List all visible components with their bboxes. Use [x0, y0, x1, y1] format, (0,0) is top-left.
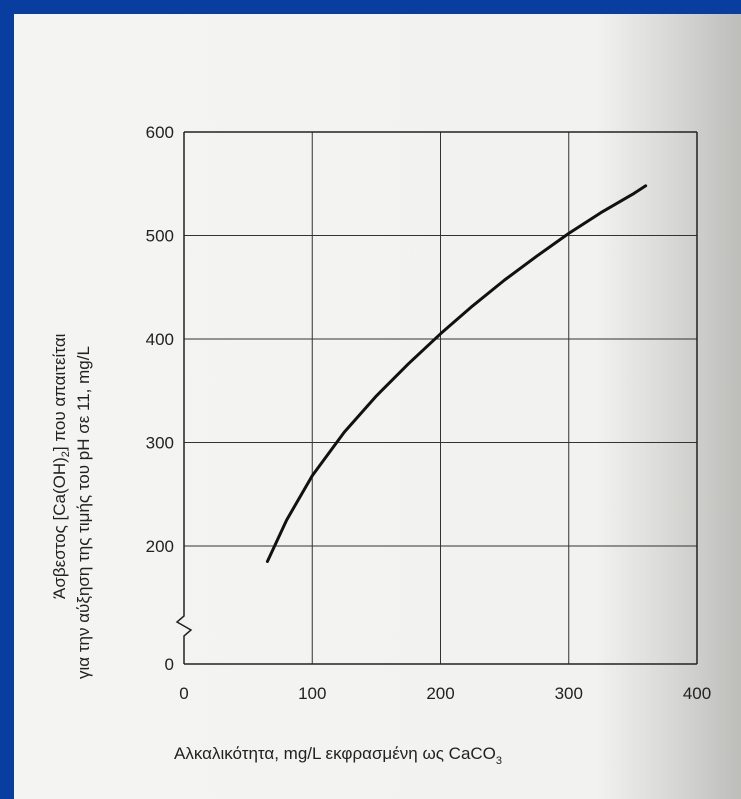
y-axis-title-line1-prefix: Άσβεστος [Ca(OH) [50, 457, 69, 599]
x-axis-title-subscript: 3 [496, 755, 502, 767]
chart: 0 100 200 300 400 0 200 300 400 500 600 Αλκαλικότη… [50, 123, 712, 767]
y-axis-title-line1: Άσβεστος [Ca(OH)2] που απαιτείται [50, 333, 72, 599]
series-layer [265, 184, 648, 563]
series-line-0 [265, 184, 648, 563]
y-axis-title-line1-suffix: ] που απαιτείται [50, 333, 69, 451]
y-tick-label-400: 400 [146, 330, 174, 349]
y-tick-label-0: 0 [165, 655, 174, 674]
y-axis-line-with-break [175, 132, 193, 664]
x-axis-title-main: Αλκαλικότητα, mg/L εκφρασμένη ως CaCO [174, 744, 496, 763]
x-tick-label-400: 400 [683, 684, 711, 703]
x-axis-title: Αλκαλικότητα, mg/L εκφρασμένη ως CaCO3 [174, 744, 502, 767]
x-tick-label-100: 100 [298, 684, 326, 703]
x-tick-label-300: 300 [555, 684, 583, 703]
y-tick-label-500: 500 [146, 227, 174, 246]
y-tick-label-600: 600 [146, 123, 174, 142]
y-tick-label-300: 300 [146, 434, 174, 453]
chart-page: 0 100 200 300 400 0 200 300 400 500 600 Αλκαλικότη… [14, 14, 741, 799]
y-axis-title-line1-subscript: 2 [60, 451, 72, 457]
y-tick-label-200: 200 [146, 537, 174, 556]
grid [184, 132, 697, 664]
tick-labels: 0 100 200 300 400 0 200 300 400 500 600 [146, 123, 712, 703]
y-axis-title-line2: για την αύξηση της τιμής του pH σε 11, m… [74, 346, 93, 679]
axes [175, 131, 698, 665]
x-tick-label-0: 0 [179, 684, 188, 703]
x-tick-label-200: 200 [426, 684, 454, 703]
